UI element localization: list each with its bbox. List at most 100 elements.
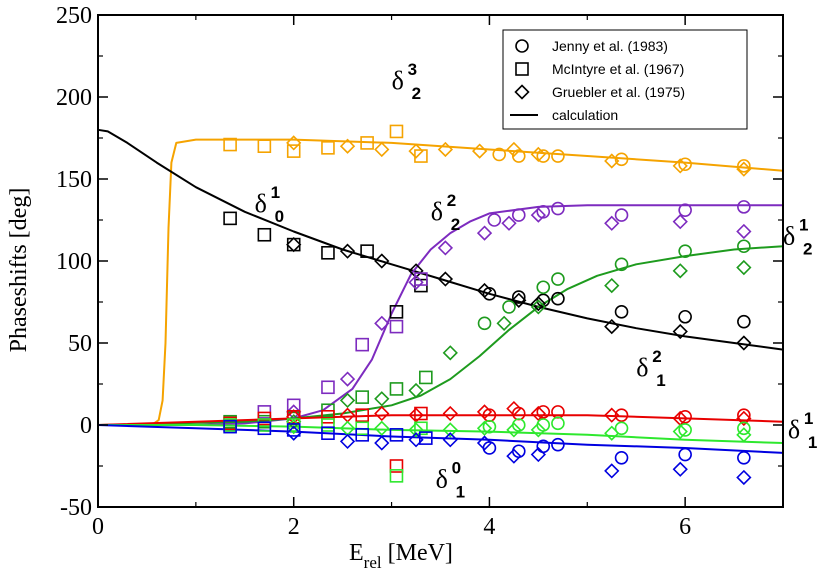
label-sup: 3 [408,60,417,79]
point-gruebler-δ12 [442,345,458,361]
curve-δ11 [98,424,784,444]
label-sup: 2 [652,347,661,366]
point-mcintyre-δ32 [286,144,301,158]
label-δ10: δ 1 0 [255,183,284,226]
point-gruebler-δ32 [604,153,620,169]
point-gruebler-δ12 [408,382,424,399]
curve-δ32 [98,138,784,426]
point-gruebler-δ32 [339,138,356,154]
point-jenny-δ11 [482,419,497,434]
legend-box [502,29,748,130]
label-sup: 1 [799,216,808,235]
label-δ32: δ 3 2 [392,60,421,103]
point-mcintyre-δ10 [321,246,335,260]
point-mcintyre-δ01 [223,419,237,434]
point-gruebler-δ32 [506,141,522,158]
label-sup: 1 [271,183,280,202]
point-jenny-δ22 [511,208,526,222]
point-gruebler-δ21 [736,410,752,427]
point-mcintyre-δ32 [360,136,374,150]
point-gruebler-δ12 [496,315,512,331]
point-gruebler-δ10 [286,236,302,253]
point-jenny-δ21 [737,408,751,422]
point-mcintyre-δ32 [321,141,335,155]
point-jenny-δ32 [551,149,565,163]
point-gruebler-δ22 [672,214,688,230]
point-jenny-δ12 [536,280,551,295]
point-mcintyre-δ10 [286,237,301,252]
point-gruebler-δ32 [374,141,390,158]
label-main: δ [636,353,648,382]
legend-diamond-marker [514,84,530,100]
point-gruebler-δ11 [604,425,620,441]
point-mcintyre-δ22 [355,337,370,352]
point-gruebler-δ21 [442,405,458,422]
point-jenny-δ32 [678,157,692,172]
y-tick-label: 0 [80,413,92,439]
point-gruebler-δ10 [374,253,390,269]
point-mcintyre-δ32 [223,137,237,152]
point-gruebler-δ32 [286,135,302,151]
point-mcintyre-δ10 [360,244,374,258]
point-gruebler-δ11 [476,420,493,436]
x-tick-label: 2 [288,514,300,540]
point-mcintyre-δ01 [257,421,272,436]
label-main: δ [436,464,448,493]
point-jenny-δ10 [551,291,565,306]
point-gruebler-δ12 [374,391,390,407]
curve-δ12 [97,245,784,426]
point-gruebler-δ21 [476,404,493,420]
x-tick-label: 0 [92,514,104,540]
point-jenny-δ22 [551,201,565,216]
point-gruebler-δ01 [530,446,546,463]
point-gruebler-δ01 [604,463,620,479]
point-gruebler-δ21 [506,400,522,417]
point-mcintyre-δ12 [355,390,370,404]
curve-labels: δ 32δ 10 δ 22 δ 12δ 21δ 11δ 01 [255,60,818,502]
point-jenny-δ10 [511,290,526,304]
point-jenny-δ12 [737,239,751,254]
point-gruebler-δ12 [672,263,688,279]
point-mcintyre-δ11 [389,469,404,483]
point-mcintyre-δ12 [419,370,433,385]
label-main: δ [788,415,800,444]
point-jenny-δ10 [737,314,751,329]
point-gruebler-δ32 [472,143,488,159]
label-δ12: δ 1 2 [783,216,812,259]
point-jenny-δ12 [614,257,629,272]
point-gruebler-δ01 [672,461,688,477]
point-gruebler-δ32 [408,143,424,159]
point-gruebler-δ10 [530,296,546,312]
point-gruebler-δ32 [437,141,454,158]
x-axis-label: Erel [MeV] [349,540,453,572]
curve-δ10 [97,128,784,351]
legend: Jenny et al. (1983) McIntyre et al. (1967… [502,29,748,130]
x-axis-label-unit: [MeV] [382,540,453,566]
point-gruebler-δ12 [339,392,356,409]
calculation-curves [97,128,784,454]
point-mcintyre-δ32 [257,139,272,153]
point-jenny-δ01 [737,450,751,465]
y-tick-label: 100 [56,249,92,275]
point-gruebler-δ11 [506,422,522,438]
legend-square-marker [515,62,529,76]
point-gruebler-δ10 [604,318,620,335]
point-jenny-δ22 [614,208,629,222]
point-jenny-δ32 [737,159,751,173]
point-gruebler-δ22 [476,225,493,241]
point-jenny-δ12 [551,272,565,286]
label-sub: 0 [275,207,284,226]
y-axis-label: Phaseshifts [deg] [6,188,32,353]
x-axis-label-main: E [349,540,364,566]
label-sub: 1 [656,371,665,390]
point-gruebler-δ11 [672,423,688,440]
point-gruebler-δ10 [511,292,527,308]
point-gruebler-δ01 [408,432,424,448]
label-sup: 2 [447,191,456,210]
legend-circle-marker [515,39,529,53]
point-gruebler-δ01 [476,435,493,451]
point-jenny-δ11 [551,416,565,431]
point-mcintyre-δ21 [321,409,335,424]
point-gruebler-δ22 [501,215,517,231]
